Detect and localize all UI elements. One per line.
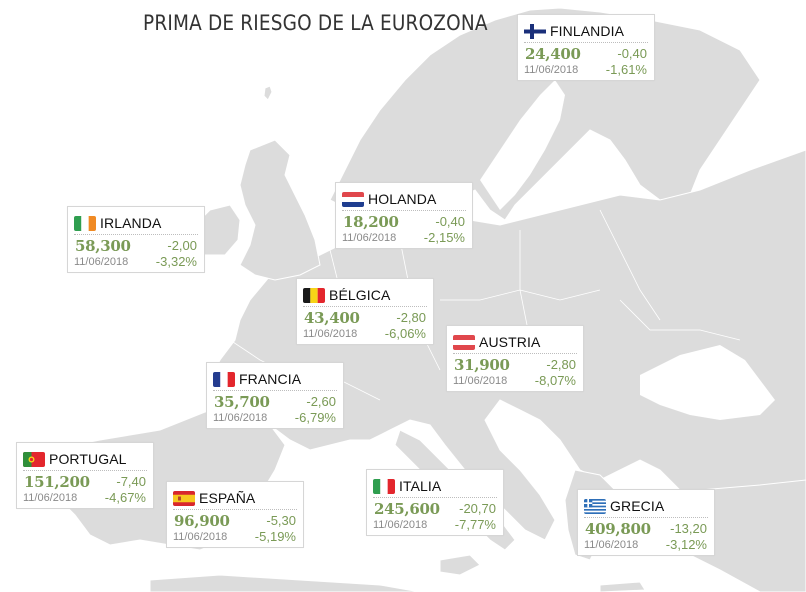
risk-premium-value: 35,700 bbox=[214, 393, 270, 411]
crete-island bbox=[599, 581, 646, 592]
change-percent: -1,61% bbox=[605, 62, 647, 77]
risk-premium-value: 96,900 bbox=[174, 512, 230, 530]
risk-premium-value: 58,300 bbox=[75, 237, 131, 255]
country-card-grecia[interactable]: GRECIA 409,800 -13,20 11/06/2018 -3,12% bbox=[577, 489, 715, 556]
country-name: BÉLGICA bbox=[329, 287, 391, 303]
sicily-island bbox=[439, 554, 481, 576]
country-name: PORTUGAL bbox=[49, 451, 127, 467]
date-label: 11/06/2018 bbox=[303, 328, 358, 340]
country-name: FINLANDIA bbox=[550, 23, 625, 39]
change-value: -20,70 bbox=[459, 501, 496, 516]
austria-flag-icon bbox=[453, 334, 475, 350]
risk-premium-value: 24,400 bbox=[525, 45, 581, 63]
change-value: -0,40 bbox=[435, 214, 465, 229]
country-name: GRECIA bbox=[610, 498, 665, 514]
change-percent: -2,15% bbox=[423, 230, 465, 245]
risk-premium-value: 31,900 bbox=[454, 356, 510, 374]
card-header: HOLANDA bbox=[342, 188, 466, 211]
italy-flag-icon bbox=[373, 478, 395, 494]
risk-premium-value: 151,200 bbox=[24, 473, 90, 491]
country-card-holanda[interactable]: HOLANDA 18,200 -0,40 11/06/2018 -2,15% bbox=[335, 182, 473, 249]
date-label: 11/06/2018 bbox=[373, 519, 428, 531]
date-label: 11/06/2018 bbox=[23, 492, 78, 504]
change-value: -0,40 bbox=[617, 46, 647, 61]
shetland-islands bbox=[263, 85, 273, 101]
portugal-flag-icon bbox=[23, 451, 45, 467]
change-percent: -6,79% bbox=[294, 410, 336, 425]
card-header: IRLANDA bbox=[74, 212, 198, 235]
country-card-francia[interactable]: FRANCIA 35,700 -2,60 11/06/2018 -6,79% bbox=[206, 362, 344, 429]
date-label: 11/06/2018 bbox=[342, 232, 397, 244]
date-label: 11/06/2018 bbox=[74, 256, 129, 268]
netherlands-flag-icon bbox=[342, 191, 364, 207]
france-flag-icon bbox=[213, 371, 235, 387]
great-britain bbox=[239, 139, 321, 281]
change-value: -13,20 bbox=[670, 521, 707, 536]
greece-flag-icon bbox=[584, 498, 606, 514]
risk-premium-value: 43,400 bbox=[304, 309, 360, 327]
date-label: 11/06/2018 bbox=[524, 64, 579, 76]
belgium-flag-icon bbox=[303, 287, 325, 303]
change-percent: -8,07% bbox=[534, 373, 576, 388]
country-name: FRANCIA bbox=[239, 371, 302, 387]
change-value: -2,80 bbox=[546, 357, 576, 372]
risk-premium-value: 409,800 bbox=[585, 520, 651, 538]
card-header: BÉLGICA bbox=[303, 284, 427, 307]
card-header: PORTUGAL bbox=[23, 448, 147, 471]
spain-flag-icon bbox=[173, 490, 195, 506]
card-header: FRANCIA bbox=[213, 368, 337, 391]
risk-premium-value: 245,600 bbox=[374, 500, 440, 518]
risk-premium-value: 18,200 bbox=[343, 213, 399, 231]
date-label: 11/06/2018 bbox=[213, 412, 268, 424]
change-percent: -3,12% bbox=[665, 537, 707, 552]
country-card-italia[interactable]: ITALIA 245,600 -20,70 11/06/2018 -7,77% bbox=[366, 469, 504, 536]
black-sea bbox=[640, 345, 775, 420]
change-value: -2,60 bbox=[306, 394, 336, 409]
change-value: -5,30 bbox=[266, 513, 296, 528]
ireland-flag-icon bbox=[74, 215, 96, 231]
card-header: ITALIA bbox=[373, 475, 497, 498]
country-name: AUSTRIA bbox=[479, 334, 541, 350]
card-header: GRECIA bbox=[584, 495, 708, 518]
country-card-finlandia[interactable]: FINLANDIA 24,400 -0,40 11/06/2018 -1,61% bbox=[517, 14, 655, 81]
finland-flag-icon bbox=[524, 23, 546, 39]
country-card-espana[interactable]: ESPAÑA 96,900 -5,30 11/06/2018 -5,19% bbox=[166, 481, 304, 548]
country-name: HOLANDA bbox=[368, 191, 437, 207]
country-card-irlanda[interactable]: IRLANDA 58,300 -2,00 11/06/2018 -3,32% bbox=[67, 206, 205, 273]
change-value: -2,00 bbox=[167, 238, 197, 253]
country-name: IRLANDA bbox=[100, 215, 162, 231]
change-percent: -6,06% bbox=[384, 326, 426, 341]
card-header: AUSTRIA bbox=[453, 331, 577, 354]
change-value: -7,40 bbox=[116, 474, 146, 489]
change-percent: -3,32% bbox=[155, 254, 197, 269]
change-percent: -7,77% bbox=[454, 517, 496, 532]
north-africa bbox=[149, 574, 421, 592]
page-title: PRIMA DE RIESGO DE LA EUROZONA bbox=[143, 11, 488, 35]
card-header: ESPAÑA bbox=[173, 487, 297, 510]
change-percent: -5,19% bbox=[254, 529, 296, 544]
date-label: 11/06/2018 bbox=[453, 375, 508, 387]
date-label: 11/06/2018 bbox=[173, 531, 228, 543]
change-percent: -4,67% bbox=[104, 490, 146, 505]
card-header: FINLANDIA bbox=[524, 20, 648, 43]
country-name: ESPAÑA bbox=[199, 490, 256, 506]
country-name: ITALIA bbox=[399, 478, 442, 494]
country-card-austria[interactable]: AUSTRIA 31,900 -2,80 11/06/2018 -8,07% bbox=[446, 325, 584, 392]
baltic-sea bbox=[480, 80, 565, 210]
change-value: -2,80 bbox=[396, 310, 426, 325]
country-card-belgica[interactable]: BÉLGICA 43,400 -2,80 11/06/2018 -6,06% bbox=[296, 278, 434, 345]
date-label: 11/06/2018 bbox=[584, 539, 639, 551]
country-card-portugal[interactable]: PORTUGAL 151,200 -7,40 11/06/2018 -4,67% bbox=[16, 442, 154, 509]
